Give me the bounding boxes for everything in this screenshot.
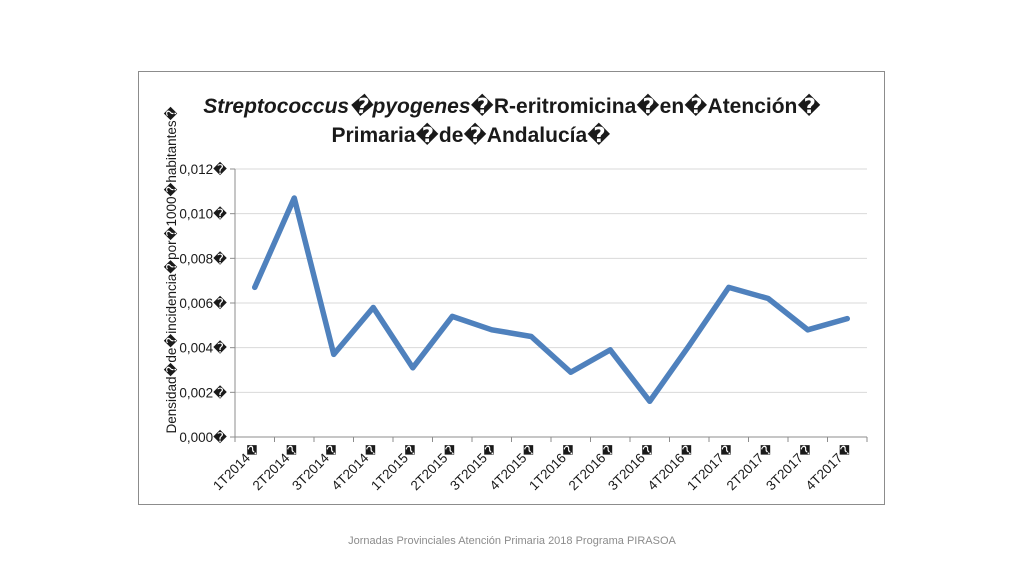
data-point	[765, 296, 771, 302]
data-point	[252, 284, 258, 290]
data-point	[647, 398, 653, 404]
y-tick-label: 0,012�	[179, 161, 227, 177]
y-tick-label: 0,004�	[179, 340, 227, 356]
gridlines	[235, 168, 867, 393]
chart-area: Streptococcus�pyogenes�R-eritromicina�en…	[138, 71, 885, 505]
data-point	[607, 347, 613, 353]
data-point	[686, 342, 692, 348]
data-point	[489, 327, 495, 333]
data-point	[726, 284, 732, 290]
data-point	[844, 316, 850, 322]
chart-title-italic: Streptococcus�pyogenes	[203, 93, 470, 118]
y-tick-labels: 0,000� 0,002� 0,004� 0,006� 0,008� 0,010� 0,01…	[179, 161, 227, 445]
data-point	[528, 334, 534, 339]
data-point	[410, 365, 416, 371]
chart-title-line-2: Primaria�de�Andalucía�	[331, 122, 610, 147]
chart-title-line-1: Streptococcus�pyogenes�R-eritromicina�en…	[203, 93, 821, 118]
axes	[230, 168, 868, 442]
data-point	[331, 351, 337, 357]
data-point	[805, 327, 811, 333]
data-point	[370, 304, 376, 310]
x-tick-labels: 1T2014�2T2014�3T2014�4T2014�1T2015�2T201…	[209, 440, 855, 494]
chart-title-rest: �R-eritromicina�en�Atención�	[471, 93, 821, 118]
data-point	[568, 369, 574, 375]
footer-text: Jornadas Provinciales Atención Primaria …	[348, 535, 676, 547]
data-point	[291, 195, 297, 201]
y-tick-label: 0,000�	[179, 429, 227, 445]
series-layer	[252, 195, 850, 405]
y-tick-label: 0,006�	[179, 295, 227, 311]
y-tick-label: 0,008�	[179, 250, 227, 266]
line-chart: Streptococcus�pyogenes�R-eritromicina�en…	[163, 93, 868, 494]
data-point	[449, 313, 455, 319]
y-axis-label: Densidad�de�incidencia�por�1000�habitant…	[163, 106, 179, 433]
y-tick-label: 0,002�	[179, 384, 227, 400]
y-tick-label: 0,010�	[179, 206, 227, 222]
series-line	[252, 195, 850, 405]
